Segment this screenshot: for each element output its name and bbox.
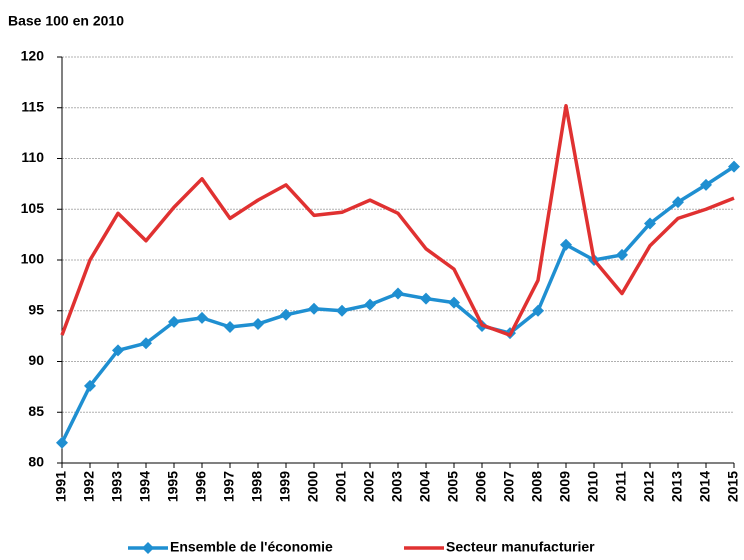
data-point	[728, 160, 740, 173]
data-point	[700, 178, 712, 191]
data-point	[56, 436, 68, 449]
x-tick-label: 2015	[725, 471, 741, 502]
y-tick-label: 100	[21, 251, 45, 267]
x-tick-label: 2005	[445, 471, 461, 502]
x-tick-label: 2003	[389, 471, 405, 502]
data-point	[448, 296, 460, 309]
data-point	[364, 298, 376, 311]
y-tick-label: 90	[28, 352, 44, 368]
data-point	[532, 304, 544, 317]
x-tick-label: 1992	[81, 471, 97, 502]
x-tick-label: 1998	[249, 471, 265, 502]
x-tick-label: 1997	[221, 471, 237, 502]
x-tick-label: 1995	[165, 471, 181, 502]
legend-marker	[142, 542, 154, 554]
data-point	[252, 317, 264, 330]
data-point	[112, 344, 124, 357]
y-tick-label: 80	[28, 454, 44, 470]
legend-label: Ensemble de l'économie	[170, 539, 333, 555]
x-tick-label: 2011	[613, 471, 629, 502]
data-point	[196, 311, 208, 324]
y-tick-label: 85	[28, 403, 44, 419]
y-tick-label: 120	[21, 48, 45, 64]
y-axis-title: Base 100 en 2010	[8, 13, 124, 29]
data-point	[280, 308, 292, 321]
x-tick-label: 2014	[697, 471, 713, 502]
x-tick-label: 2004	[417, 471, 433, 502]
x-tick-label: 1993	[109, 471, 125, 502]
data-point	[644, 217, 656, 230]
x-tick-label: 2008	[529, 471, 545, 502]
data-point	[140, 337, 152, 350]
y-tick-label: 110	[21, 149, 44, 165]
x-tick-label: 2002	[361, 471, 377, 502]
x-tick-label: 2000	[305, 471, 321, 502]
data-point	[224, 320, 236, 333]
data-point	[672, 196, 684, 209]
data-point	[392, 287, 404, 300]
x-tick-label: 1991	[53, 471, 69, 502]
data-point	[336, 304, 348, 317]
x-tick-label: 2007	[501, 471, 517, 502]
data-point	[420, 292, 432, 305]
x-tick-label: 1994	[137, 471, 153, 502]
x-tick-label: 2006	[473, 471, 489, 502]
x-tick-label: 1996	[193, 471, 209, 502]
x-tick-label: 2009	[557, 471, 573, 502]
data-point	[616, 248, 628, 261]
x-tick-label: 1999	[277, 471, 293, 502]
x-tick-label: 2012	[641, 471, 657, 502]
y-tick-label: 105	[21, 200, 45, 216]
y-tick-label: 95	[28, 301, 44, 317]
data-point	[308, 302, 320, 315]
series-line	[60, 103, 735, 337]
x-tick-label: 2001	[333, 471, 349, 502]
x-tick-label: 2010	[585, 471, 601, 502]
data-point	[560, 238, 572, 251]
data-point	[84, 379, 96, 392]
x-tick-label: 2013	[669, 471, 685, 502]
data-point	[168, 315, 180, 328]
series-line	[60, 165, 735, 444]
legend-label: Secteur manufacturier	[446, 539, 595, 555]
y-tick-label: 115	[21, 98, 44, 114]
